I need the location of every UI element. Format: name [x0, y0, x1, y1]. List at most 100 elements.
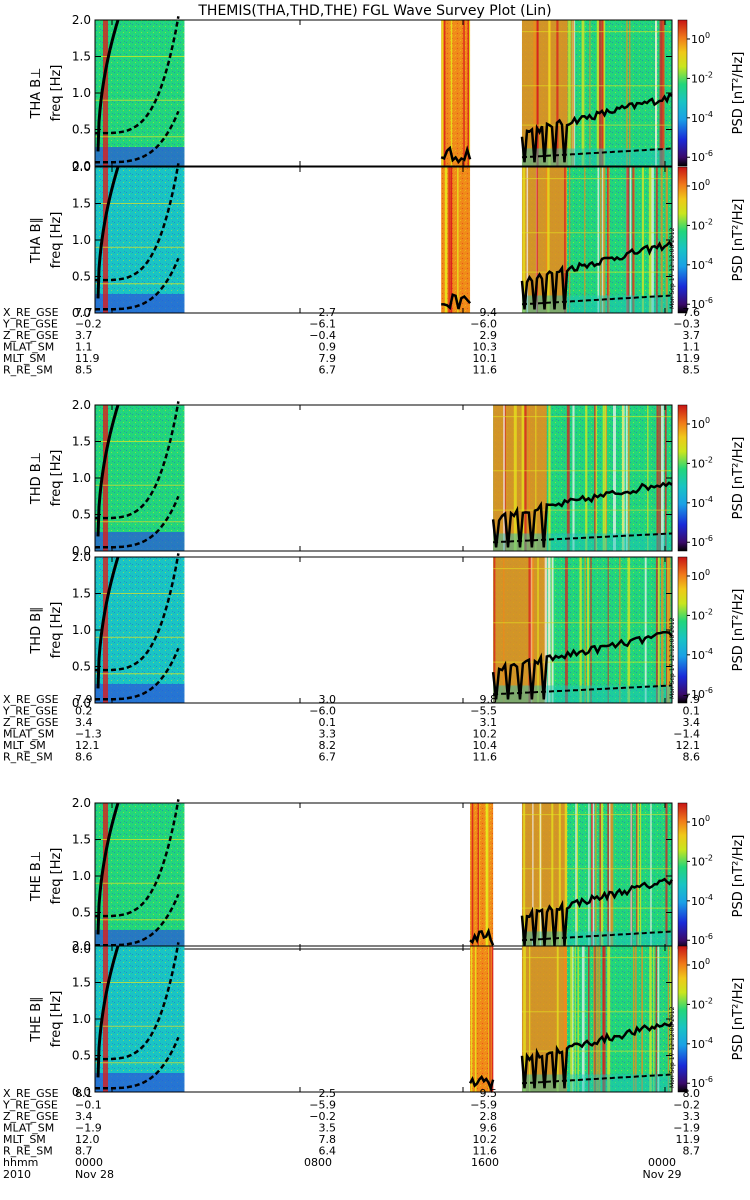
burst-stripe — [636, 803, 639, 949]
low-freq-band — [521, 148, 672, 166]
burst-stripe — [607, 946, 611, 1092]
gyro-curve — [96, 404, 120, 537]
x-tick-label: 1600 — [471, 1156, 499, 1169]
burst-stripe — [547, 557, 551, 703]
ephemeris-value: 11.9 — [75, 352, 100, 365]
burst-stripe — [609, 803, 611, 949]
burst-stripe — [477, 803, 480, 949]
burst-stripe — [581, 20, 585, 166]
storm-stripe — [103, 167, 108, 313]
spectrogram-speckle — [441, 20, 471, 166]
ephemeris-value: 9.5 — [480, 1087, 498, 1100]
y-tick-label: 0.5 — [72, 123, 91, 137]
colorbar-exponent: -4 — [705, 495, 713, 504]
burst-stripe — [441, 20, 444, 166]
burst-stripe — [545, 167, 548, 313]
spectrogram-speckle — [95, 557, 185, 703]
y-tick-label: 1.0 — [72, 233, 91, 247]
spectrogram-speckle — [470, 803, 494, 949]
colorbar-tick-label: 10-2 — [691, 70, 713, 85]
colorbar-exponent: 0 — [705, 178, 710, 187]
ephemeris-value: 8.7 — [683, 1145, 701, 1158]
ephemeris-label: MLAT_SM — [3, 728, 54, 741]
burst-stripe — [661, 405, 664, 551]
panel-thd-par: 0.0 0.5 1.0 1.5 2.0 THD B∥ freq [Hz] 100 10-2 10-… — [29, 550, 746, 710]
burst-stripe — [523, 946, 526, 1092]
burst-stripe — [531, 557, 535, 703]
colorbar-exponent: -2 — [705, 996, 713, 1005]
burst-stripe — [607, 167, 609, 313]
burst-stripe — [594, 405, 597, 551]
ephemeris-value: 12.1 — [75, 739, 100, 752]
colorbar-tick-label: 10-2 — [691, 853, 713, 868]
low-freq-band — [95, 294, 185, 313]
burst-stripe — [585, 405, 588, 551]
ephemeris-value: 3.0 — [319, 693, 337, 706]
ephemeris-value: 12.1 — [676, 739, 701, 752]
burst-stripe — [577, 946, 579, 1092]
y-tick-label: 2.0 — [72, 939, 91, 953]
storm-stripe — [103, 803, 108, 949]
ephemeris-value: 11.6 — [473, 751, 498, 764]
ephemeris-value: 2.5 — [319, 1087, 337, 1100]
colorbar-exponent: -4 — [705, 1036, 713, 1045]
ephemeris-label: R_RE_SM — [3, 751, 53, 764]
ephemeris-value: 8.5 — [683, 364, 701, 377]
burst-stripe — [486, 803, 489, 949]
ephemeris-label: MLAT_SM — [3, 341, 54, 354]
ephemeris-value: 7.7 — [75, 306, 93, 319]
ephemeris-value: −5.5 — [470, 705, 497, 718]
ephemeris-value: 3.4 — [683, 716, 701, 729]
burst-stripe — [474, 946, 477, 1092]
low-freq-band — [521, 295, 672, 313]
burst-stripe — [493, 557, 496, 703]
panel-label: THD B∥ — [29, 606, 44, 654]
y-tick-label: 0.5 — [72, 1049, 91, 1063]
colorbar-tick-label: 10-4 — [691, 110, 713, 125]
gyro-curve — [96, 166, 120, 299]
ephemeris-value: −1.3 — [75, 728, 102, 741]
low-freq-band — [95, 532, 185, 551]
panel-the-par: 0.0 0.5 1.0 1.5 2.0 THE B∥ freq [Hz] 100 10-2 10-… — [29, 939, 746, 1099]
burst-stripe — [657, 557, 660, 703]
burst-stripe — [575, 803, 577, 949]
ephemeris-value: 7.9 — [75, 693, 93, 706]
colorbar-exponent: -6 — [705, 149, 713, 158]
ephemeris-value: 10.3 — [473, 341, 498, 354]
gyro-half-curve — [493, 684, 673, 696]
y-tick-label: 1.5 — [72, 833, 91, 847]
burst-stripe — [629, 167, 632, 313]
spectrogram-speckle — [95, 20, 185, 166]
colorbar-exponent: -4 — [705, 257, 713, 266]
ephemeris-value: 11.6 — [473, 364, 498, 377]
burst-stripe — [457, 167, 459, 313]
ephemeris-value: 2.8 — [480, 1110, 498, 1123]
low-freq-band — [493, 685, 672, 703]
y-tick-label: 0.5 — [72, 270, 91, 284]
ephemeris-value: 3.7 — [75, 329, 93, 342]
ephemeris-label: MLT_SM — [3, 739, 46, 752]
burst-stripe — [537, 557, 539, 703]
ephemeris-tha: X_RE_GSE 7.7 2.7 9.4 7.6 Y_RE_GSE −0.2 −6.1 −6.0… — [2, 306, 700, 377]
x-tick-label: 0800 — [304, 1156, 332, 1169]
colorbar-exponent: -2 — [705, 455, 713, 464]
burst-stripe — [535, 405, 537, 551]
burst-stripe — [634, 946, 637, 1092]
colorbar-exponent: -2 — [705, 853, 713, 862]
burst-stripe — [603, 20, 606, 166]
gyro-half-curve — [94, 495, 180, 549]
burst-stripe — [528, 405, 531, 551]
ephemeris-value: −1.9 — [673, 1122, 700, 1135]
y-tick-label: 2.0 — [72, 13, 91, 27]
ephemeris-value: 8.6 — [75, 751, 93, 764]
ephemeris-value: 6.4 — [319, 1145, 337, 1158]
ephemeris-label: Y_RE_GSE — [2, 1099, 58, 1112]
colorbar-exponent: 0 — [705, 416, 710, 425]
ephemeris-value: −0.2 — [75, 318, 102, 331]
low-freq-band — [95, 1073, 185, 1092]
colorbar-exponent: -6 — [705, 932, 713, 941]
burst-stripe — [468, 20, 471, 166]
gyro-half-curve — [94, 257, 180, 311]
gyro-half-curve — [521, 1073, 673, 1085]
ephemeris-label: R_RE_SM — [3, 364, 53, 377]
